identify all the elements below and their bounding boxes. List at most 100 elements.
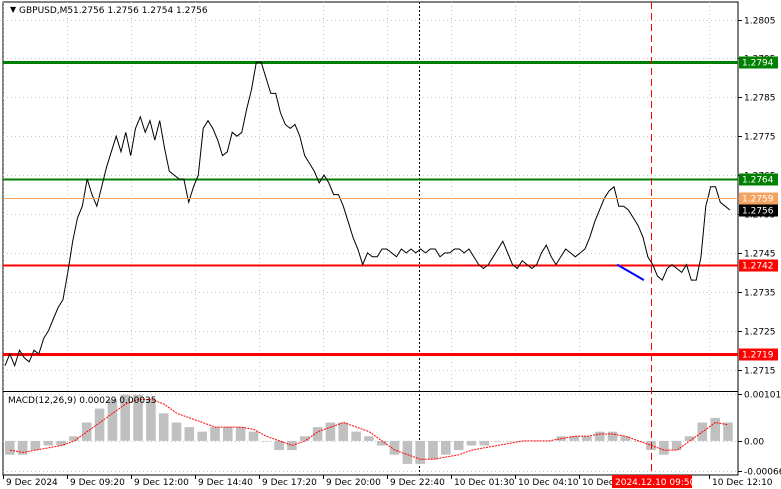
time-tick-label: 9 Dec 17:20	[262, 478, 317, 488]
macd-bar	[300, 436, 310, 441]
time-tick-label: 10 Dec	[582, 478, 614, 488]
macd-bar	[364, 436, 374, 441]
level-tag-label: 1.2742	[742, 262, 774, 272]
price-tick-label: 1.2785	[744, 94, 776, 104]
macd-bar	[146, 399, 156, 441]
price-grid	[3, 2, 738, 391]
macd-bar	[351, 431, 361, 441]
macd-tick-label: 0.00101	[744, 391, 781, 401]
macd-bar	[69, 436, 79, 441]
macd-bar	[415, 440, 425, 464]
macd-bar	[505, 440, 515, 442]
time-tick-label: 9 Dec 09:20	[70, 478, 125, 488]
macd-bar	[569, 436, 579, 441]
macd-bar	[17, 440, 28, 455]
bid-tag-label: 1.2759	[742, 195, 774, 205]
macd-bar	[94, 408, 105, 441]
levels-layer	[3, 61, 738, 356]
macd-bar	[312, 427, 323, 441]
macd-bar	[223, 427, 233, 441]
macd-bar	[261, 440, 272, 442]
macd-bar	[453, 440, 464, 451]
macd-bar	[389, 440, 400, 455]
macd-bar	[338, 422, 348, 441]
macd-bar	[594, 431, 605, 441]
macd-bar	[620, 436, 631, 441]
price-tick-label: 1.2715	[744, 367, 776, 377]
time-tick-label: 10 Dec 01:30	[454, 478, 515, 488]
macd-bar	[287, 440, 297, 451]
macd-bar	[492, 440, 502, 442]
level-tag-label: 1.2719	[742, 351, 774, 361]
macd-bar	[210, 427, 220, 441]
dropdown-arrow-icon[interactable]: ▼	[10, 5, 17, 14]
current-price-box	[739, 204, 778, 217]
highlighted-time-box	[612, 475, 692, 488]
macd-bar	[376, 440, 387, 446]
macd-bar	[274, 440, 284, 451]
macd-bar	[710, 417, 720, 441]
time-tick-label: 10 Dec 04:10	[518, 478, 579, 488]
level-tag-box	[739, 348, 778, 361]
level-tag-label: 1.2764	[742, 176, 774, 186]
level-tag-box	[739, 173, 778, 186]
price-tick-label: 1.2725	[744, 328, 776, 338]
macd-bar	[402, 440, 413, 464]
price-tick-label: 1.2735	[744, 289, 776, 299]
price-tick-label: 1.2775	[744, 133, 776, 143]
bid-tag-box	[739, 192, 778, 205]
symbol-label: GBPUSD,M5	[19, 6, 73, 16]
level-tags: 1.2794 1.2764 1.2742 1.2719 1.2759 1.2756	[739, 56, 778, 361]
macd-tick-label: 0.00	[744, 438, 764, 448]
macd-axis: 0.00101 0.00 -0.00066	[738, 391, 781, 478]
time-tick-label: 9 Dec 2024	[6, 478, 58, 488]
current-price-label: 1.2756	[742, 207, 774, 217]
macd-bar	[171, 422, 182, 441]
macd-bar	[607, 431, 618, 441]
macd-bar	[248, 431, 259, 441]
macd-bar	[56, 440, 66, 446]
macd-bar	[441, 440, 451, 455]
macd-bar	[671, 440, 682, 451]
macd-bar	[107, 399, 118, 441]
macd-bar	[530, 440, 541, 442]
macd-bar	[197, 431, 207, 441]
time-axis: 9 Dec 2024 9 Dec 09:20 9 Dec 12:00 9 Dec 14…	[3, 475, 773, 488]
macd-bar	[5, 440, 15, 455]
time-tick-label: 9 Dec 14:40	[198, 478, 253, 488]
macd-label: MACD(12,26,9) 0.00029 0.00035	[8, 396, 157, 406]
level-tag-box	[739, 259, 778, 272]
ohlc-values: 1.2756 1.2756 1.2754 1.2756	[73, 6, 208, 16]
macd-bar	[479, 440, 490, 446]
price-tick-label: 1.2805	[744, 17, 776, 27]
macd-bar	[158, 413, 169, 441]
price-tick-label: 1.2745	[744, 250, 776, 260]
macd-bar	[684, 436, 695, 441]
macd-bar	[659, 440, 669, 455]
macd-bar	[466, 440, 477, 446]
macd-signal-line	[10, 398, 729, 460]
time-tick-label: 10 Dec 12:10	[712, 478, 773, 488]
macd-bar	[723, 422, 733, 441]
macd-bar	[428, 440, 438, 460]
blue-trend-line[interactable]	[616, 263, 645, 281]
time-tick-label: 9 Dec 22:40	[390, 478, 445, 488]
macd-bar	[235, 427, 246, 441]
macd-bar	[184, 427, 195, 441]
macd-bar	[543, 440, 554, 442]
level-tag-label: 1.2794	[742, 59, 774, 69]
highlighted-time-label: 2024.12.10 09:50	[615, 478, 696, 488]
macd-tick-label: -0.00066	[744, 468, 781, 478]
time-tick-label: 9 Dec 20:00	[326, 478, 381, 488]
macd-bar	[325, 422, 336, 441]
time-tick-label: 9 Dec 12:00	[134, 478, 189, 488]
macd-grid	[3, 394, 738, 472]
macd-bar	[582, 436, 592, 441]
macd-bar	[120, 394, 130, 441]
macd-bar	[133, 394, 143, 441]
macd-bar	[30, 440, 41, 451]
price-series-line	[4, 61, 731, 368]
macd-bar	[43, 440, 54, 446]
level-tag-box	[739, 56, 778, 69]
